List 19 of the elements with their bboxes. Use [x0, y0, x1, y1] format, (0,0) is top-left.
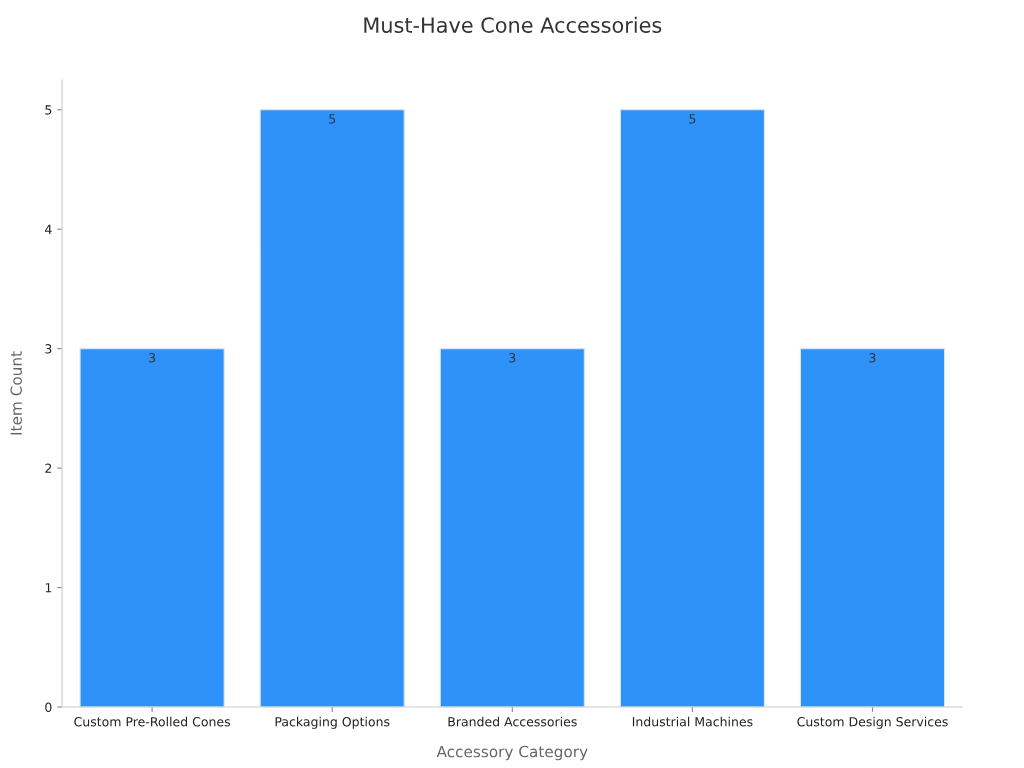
x-tick-label: Custom Pre-Rolled Cones	[74, 716, 231, 727]
data-label: 5	[689, 114, 696, 124]
y-tick-label: 0	[45, 702, 52, 712]
data-label: 5	[329, 114, 336, 124]
x-tick-label: Custom Design Services	[797, 716, 948, 729]
chart-title: Must-Have Cone Accessories	[364, 16, 662, 33]
y-axis-title: Item Count	[10, 351, 22, 435]
y-tick-label: 4	[44, 224, 52, 234]
x-tick-label: Branded Accessories	[448, 716, 577, 727]
data-label: 3	[869, 353, 876, 363]
y-tick-label: 2	[45, 463, 52, 473]
x-tick-label: Industrial Machines	[632, 716, 753, 727]
x-tick-label: Packaging Options	[275, 716, 390, 729]
y-tick-label: 5	[45, 105, 52, 115]
data-label: 3	[149, 353, 156, 363]
y-tick-label: 1	[45, 583, 52, 593]
data-label: 3	[509, 353, 516, 363]
y-tick-label: 3	[45, 344, 52, 354]
x-axis-title: Accessory Category	[436, 745, 588, 761]
